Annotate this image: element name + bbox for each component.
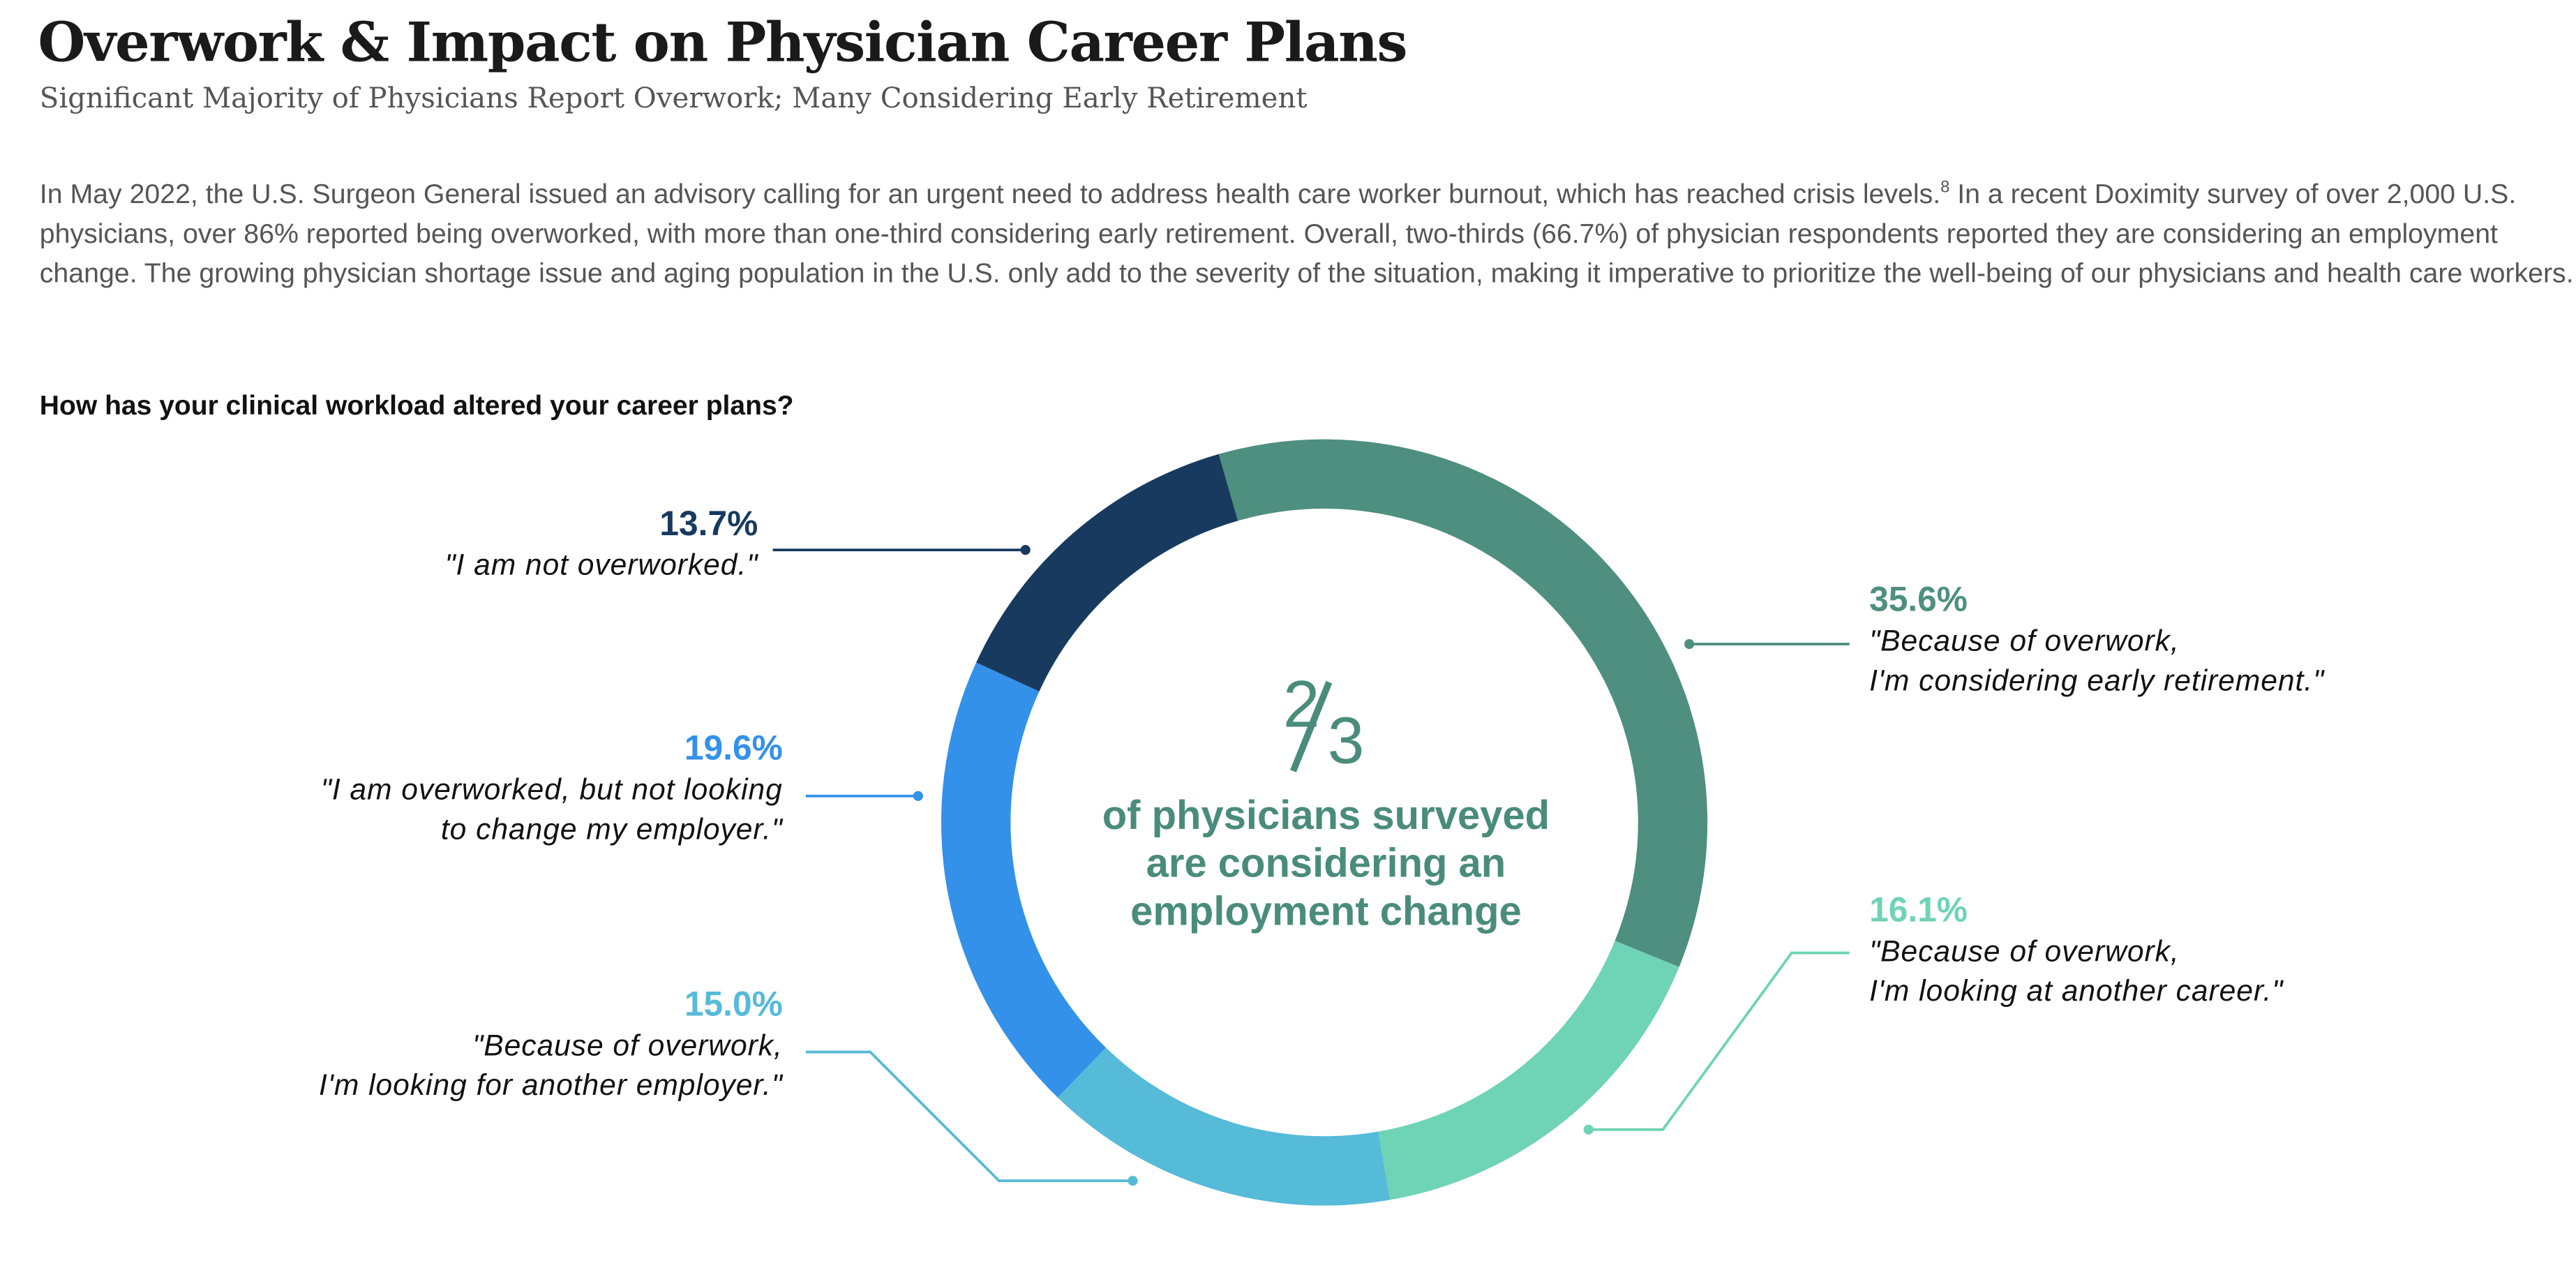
slice-percent-label: 13.7% (659, 505, 758, 544)
slice-label-1: 35.6% "Because of overwork, I'm considerin… (1869, 580, 2324, 701)
leader-dot-2 (1583, 1124, 1594, 1135)
slice-label-5: 13.7% "I am not overworked." (444, 504, 758, 585)
slice-quote-line: "Because of overwork, (1869, 624, 2180, 657)
slice-label-2: 16.1% "Because of overwork, I'm looking at… (1869, 890, 2283, 1011)
slice-quote-line: "Because of overwork, (472, 1029, 783, 1062)
slice-percent-label: 16.1% (1869, 892, 1968, 930)
footnote-marker: 8 (1940, 179, 1950, 197)
slice-quote-line: I'm considering early retirement." (1869, 664, 2325, 697)
slice-quote-line: I'm looking at another career." (1869, 974, 2284, 1008)
slice-percent-label: 19.6% (684, 730, 783, 768)
leader-dot-1 (1684, 638, 1695, 650)
slice-quote-line: "I am overworked, but not looking (320, 772, 783, 806)
donut-slice-2 (1378, 941, 1679, 1200)
intro-paragraph: In May 2022, the U.S. Surgeon General is… (40, 175, 2575, 294)
donut-slice-1 (1218, 439, 1708, 967)
leader-dot-3 (1128, 1176, 1138, 1186)
page-title: Overwork & Impact on Physician Career Pl… (38, 10, 1407, 75)
slice-label-4: 19.6% "I am overworked, but not looking to… (321, 729, 783, 849)
donut-slice-3 (1057, 1047, 1391, 1206)
center-caption: of physicians surveyed are considering a… (1102, 794, 1550, 935)
slice-quote-line: I'm looking for another employer." (319, 1068, 783, 1102)
slice-quote-line: "I am not overworked." (444, 548, 758, 582)
leader-dot-4 (913, 791, 923, 801)
donut-slice-4 (941, 662, 1107, 1098)
slice-label-3: 15.0% "Because of overwork, I'm looking fo… (319, 985, 783, 1105)
page-subtitle: Significant Majority of Physicians Repor… (39, 82, 1308, 116)
survey-question: How has your clinical workload altered y… (39, 391, 794, 421)
intro-text-after: In a recent Doximity survey of over 2,00… (39, 178, 2574, 290)
slice-quote-line: to change my employer." (440, 812, 783, 846)
fraction-numerator: 2 (1282, 668, 1320, 742)
slice-quote-line: "Because of overwork, (1869, 934, 2180, 968)
donut-slice-5 (976, 454, 1238, 692)
leader-line-3 (805, 1050, 1133, 1183)
slice-percent-label: 15.0% (684, 985, 783, 1024)
intro-text-before: In May 2022, the U.S. Surgeon General is… (39, 178, 1941, 210)
fraction-denominator: 3 (1327, 705, 1365, 778)
slice-percent-label: 35.6% (1869, 581, 1968, 620)
leader-dot-5 (1020, 545, 1031, 555)
leader-line-2 (1588, 951, 1850, 1131)
center-fraction: 2 3 (1222, 669, 1437, 788)
